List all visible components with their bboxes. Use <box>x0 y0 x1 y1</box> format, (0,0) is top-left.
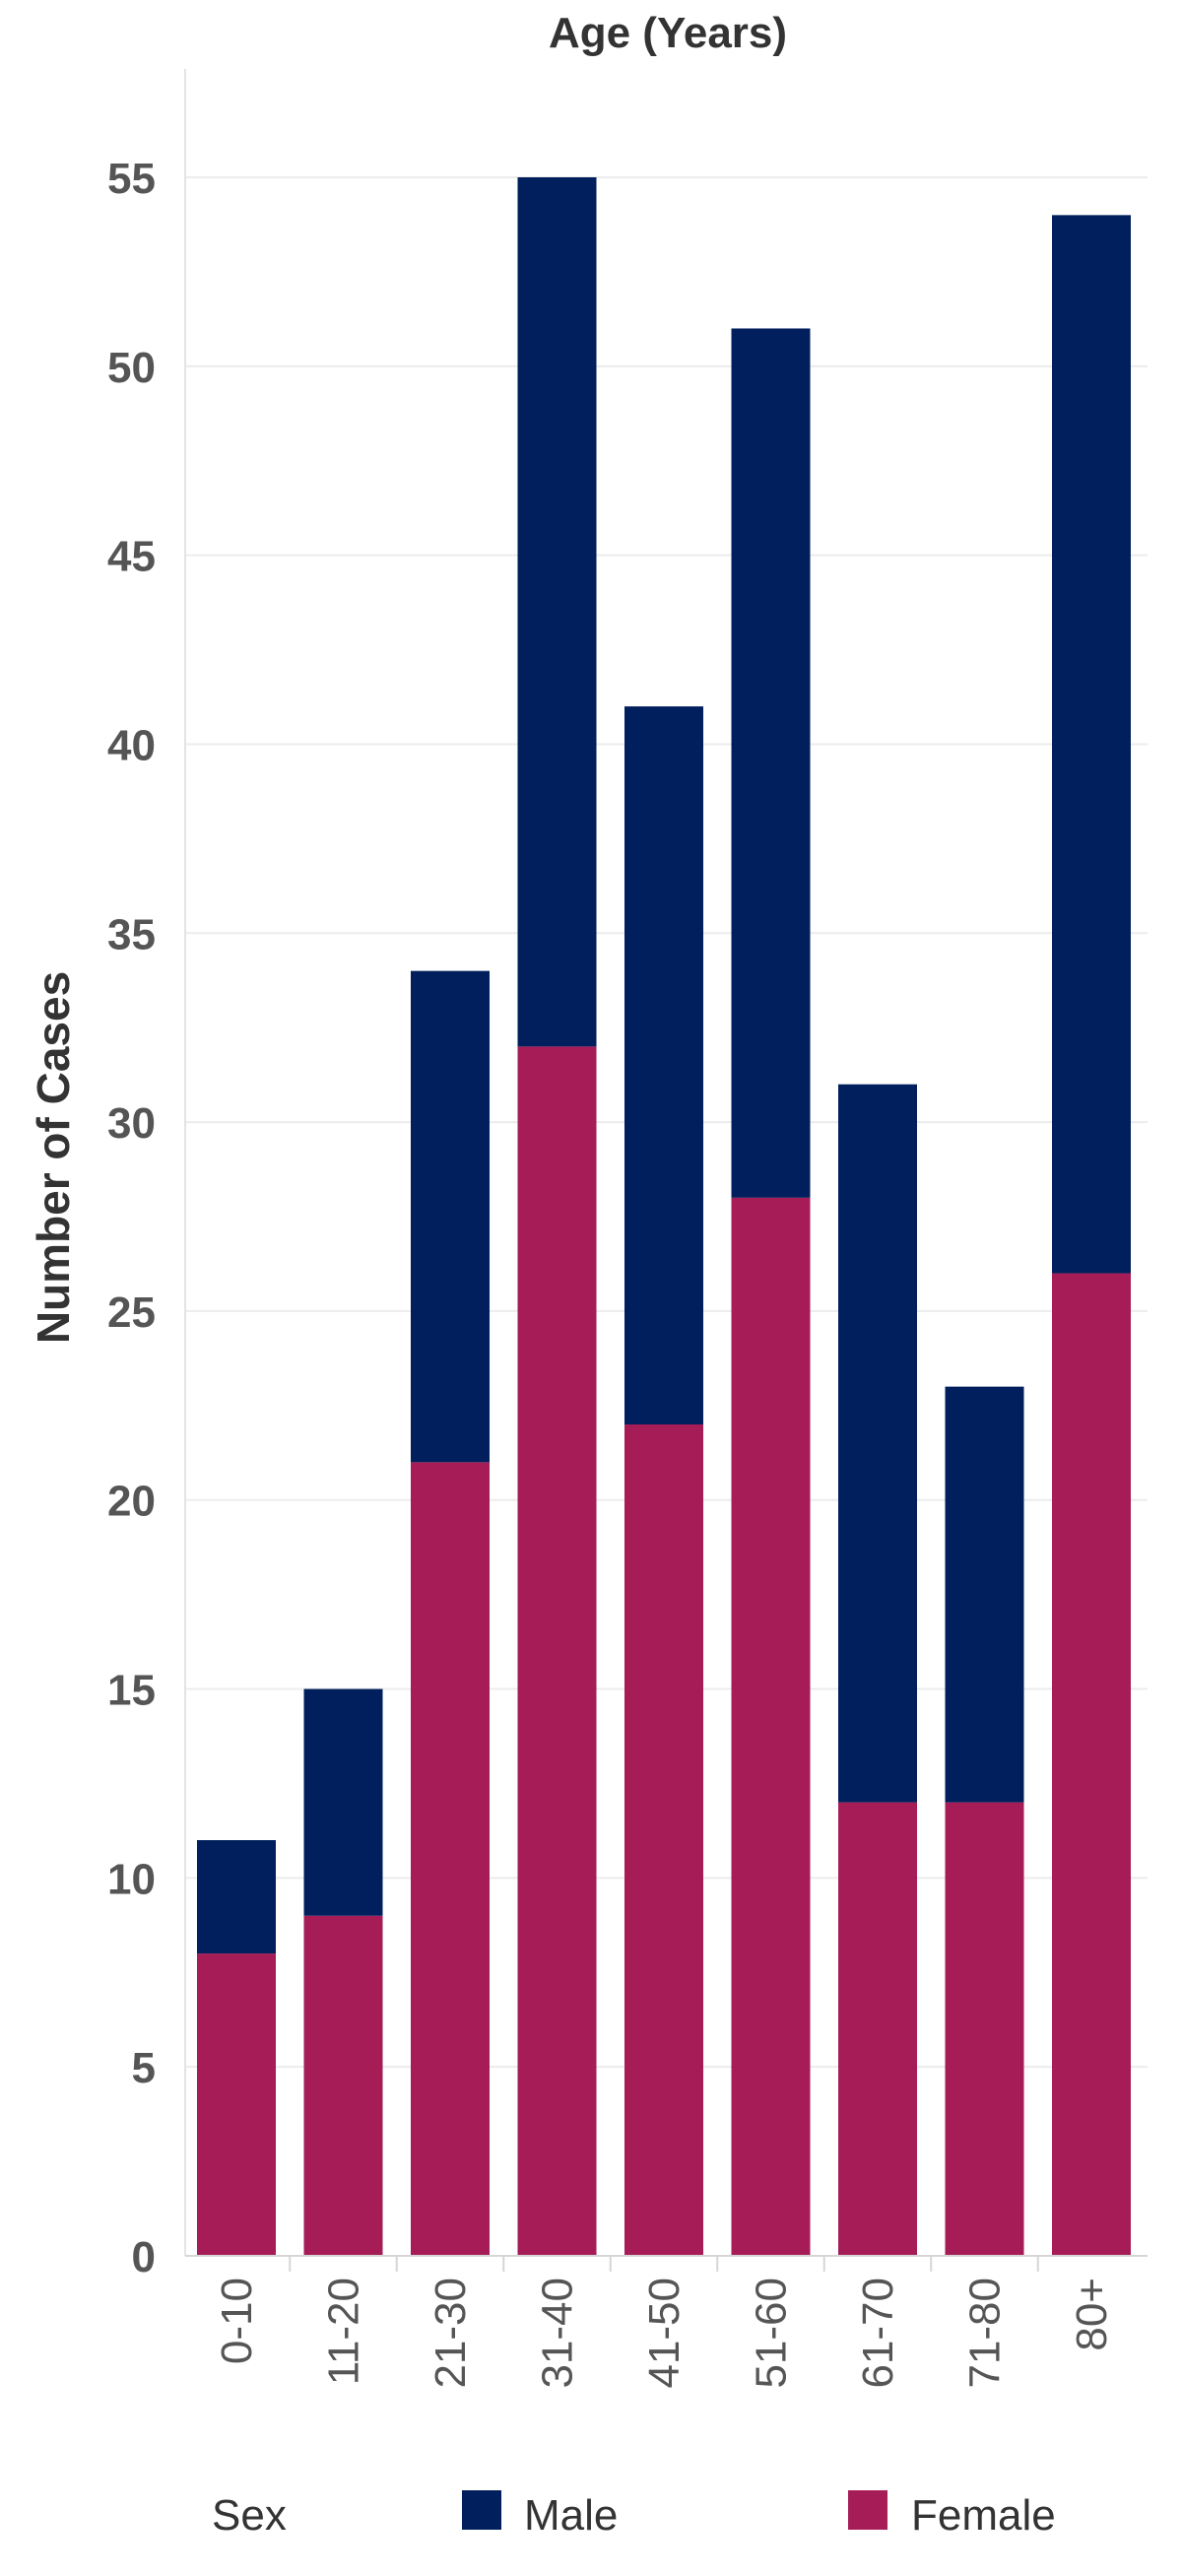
legend: Sex Male Female <box>212 2490 1056 2540</box>
x-tick-label: 21-30 <box>427 2278 475 2389</box>
legend-label-female: Female <box>911 2491 1056 2540</box>
bar-male-21-30 <box>411 970 490 1463</box>
x-tick-label: 11-20 <box>320 2278 368 2385</box>
bar-female-71-80 <box>945 1802 1024 2256</box>
x-tick-label: 80+ <box>1068 2278 1116 2351</box>
chart-title: Age (Years) <box>549 9 787 57</box>
y-tick-label: 15 <box>107 1667 156 1715</box>
bar-male-41-50 <box>624 706 703 1424</box>
bar-female-80+ <box>1052 1273 1131 2256</box>
bars <box>197 177 1131 2256</box>
x-tick-label: 0-10 <box>213 2278 261 2364</box>
x-tick-label: 61-70 <box>854 2278 902 2389</box>
y-tick-label: 35 <box>107 910 156 958</box>
bar-male-31-40 <box>517 177 597 1047</box>
bar-female-11-20 <box>303 1915 383 2256</box>
y-tick-label: 45 <box>107 533 156 581</box>
x-axis-ticks: 0-10 11-20 21-30 31-40 41-50 51-60 61-70 71-80 8… <box>213 2256 1116 2389</box>
y-axis-label: Number of Cases <box>28 971 79 1344</box>
legend-label-male: Male <box>524 2491 618 2540</box>
legend-title: Sex <box>212 2491 287 2540</box>
y-tick-label: 20 <box>107 1478 156 1526</box>
y-tick-label: 55 <box>107 155 156 203</box>
y-tick-label: 50 <box>107 344 156 392</box>
y-tick-label: 40 <box>107 721 156 769</box>
x-tick-label: 41-50 <box>640 2278 689 2389</box>
bar-female-0-10 <box>197 1953 276 2256</box>
bar-female-31-40 <box>517 1046 597 2256</box>
x-tick-label: 71-80 <box>961 2278 1010 2389</box>
y-tick-label: 5 <box>132 2044 156 2092</box>
legend-swatch-male <box>462 2490 501 2530</box>
bar-female-21-30 <box>411 1462 490 2256</box>
bar-male-51-60 <box>731 328 811 1198</box>
bar-male-71-80 <box>945 1386 1024 1803</box>
y-tick-label: 30 <box>107 1099 156 1148</box>
x-tick-label: 51-60 <box>748 2278 796 2389</box>
y-tick-label: 10 <box>107 1855 156 1903</box>
bar-female-61-70 <box>838 1802 917 2256</box>
x-tick-label: 31-40 <box>534 2278 582 2389</box>
bar-female-51-60 <box>731 1197 811 2256</box>
bar-female-41-50 <box>624 1424 703 2256</box>
bar-male-0-10 <box>197 1840 276 1954</box>
y-tick-label: 25 <box>107 1288 156 1337</box>
bar-male-80+ <box>1052 215 1131 1274</box>
bar-male-61-70 <box>838 1084 917 1803</box>
bar-male-11-20 <box>303 1688 383 1916</box>
y-tick-label: 0 <box>132 2233 156 2281</box>
legend-swatch-female <box>848 2490 887 2530</box>
y-axis-ticks: 0 5 10 15 20 25 30 35 40 45 50 55 <box>107 155 156 2281</box>
